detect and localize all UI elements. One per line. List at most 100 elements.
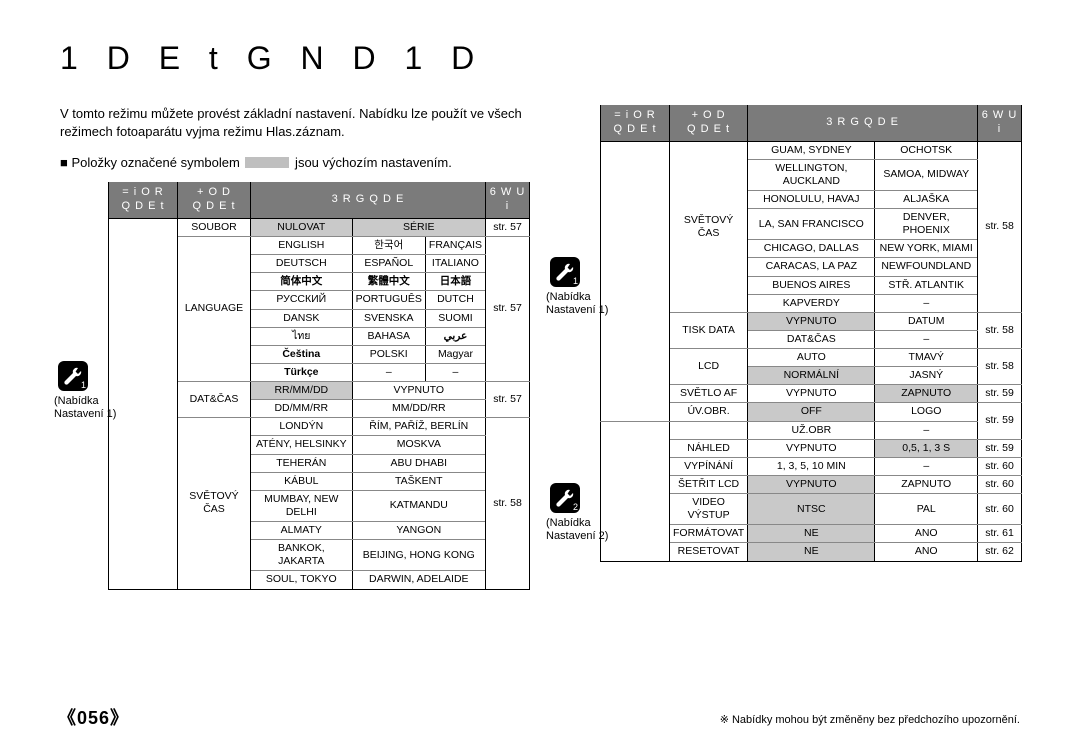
row-main: ŠETŘIT LCD bbox=[670, 475, 748, 493]
cell: TAŠKENT bbox=[352, 472, 485, 490]
left-table: = i O RQ D E t + O DQ D E t 3 R G Q D E … bbox=[108, 182, 530, 589]
cell: BEIJING, HONG KONG bbox=[352, 540, 485, 571]
page-ref: str. 61 bbox=[978, 525, 1022, 543]
cell: MM/DD/RR bbox=[352, 400, 485, 418]
page-ref: str. 60 bbox=[978, 475, 1022, 493]
cell: BUENOS AIRES bbox=[748, 276, 875, 294]
cell: MUMBAY, NEW DELHI bbox=[251, 490, 353, 521]
th-opts: 3 R G Q D E bbox=[251, 182, 486, 218]
page-ref: str. 60 bbox=[978, 457, 1022, 475]
right-caption-1: (Nabídka Nastavení 1) bbox=[546, 291, 608, 317]
cell: ATÉNY, HELSINKY bbox=[251, 436, 353, 454]
row-main: LCD bbox=[670, 349, 748, 385]
cell: BAHASA bbox=[352, 327, 425, 345]
cell: РУССКИЙ bbox=[251, 291, 353, 309]
cell: NEWFOUNDLAND bbox=[875, 258, 978, 276]
cell: OCHOTSK bbox=[875, 141, 978, 159]
cell: KÁBUL bbox=[251, 472, 353, 490]
row-main: SVĚTOVÝČAS bbox=[670, 141, 748, 312]
th-main: = i O RQ D E t bbox=[601, 105, 670, 141]
row-main: NÁHLED bbox=[670, 439, 748, 457]
cell: ITALIANO bbox=[425, 255, 485, 273]
cell: MOSKVA bbox=[352, 436, 485, 454]
cell: ALJAŠKA bbox=[875, 190, 978, 208]
page-ref: str. 58 bbox=[978, 349, 1022, 385]
row-main: SVĚTOVÝČAS bbox=[178, 418, 251, 589]
row-main: TISK DATA bbox=[670, 312, 748, 348]
cell: NTSC bbox=[748, 494, 875, 525]
cell: BANKOK, JAKARTA bbox=[251, 540, 353, 571]
cell: JASNÝ bbox=[875, 367, 978, 385]
cell: RR/MM/DD bbox=[251, 382, 353, 400]
left-caption: (Nabídka Nastavení 1) bbox=[54, 395, 116, 421]
wrench-1-icon: 1 bbox=[58, 361, 88, 391]
row-main: SOUBOR bbox=[178, 218, 251, 236]
cell: AUTO bbox=[748, 349, 875, 367]
cell: KATMANDU bbox=[352, 490, 485, 521]
cell: SOUL, TOKYO bbox=[251, 571, 353, 589]
cell: NE bbox=[748, 543, 875, 561]
cell: – bbox=[875, 457, 978, 475]
cell: NULOVAT bbox=[251, 218, 353, 236]
page-number: 《056》 bbox=[58, 704, 129, 730]
row-main: ÚV.OBR. bbox=[670, 403, 748, 421]
th-sub: + O DQ D E t bbox=[178, 182, 251, 218]
note-post: jsou výchozím nastavením. bbox=[291, 155, 451, 170]
cell: 한국어 bbox=[352, 237, 425, 255]
cell: ไทย bbox=[251, 327, 353, 345]
cell: DD/MM/RR bbox=[251, 400, 353, 418]
cell: SÉRIE bbox=[352, 218, 485, 236]
cell: LOGO bbox=[875, 403, 978, 421]
th-sub: + O DQ D E t bbox=[670, 105, 748, 141]
row-main: DAT&ČAS bbox=[178, 382, 251, 418]
cell: DENVER, PHOENIX bbox=[875, 209, 978, 240]
main-cell-2 bbox=[601, 421, 670, 561]
cap: (Nabídka bbox=[546, 517, 591, 529]
cell: VYPNUTO bbox=[748, 439, 875, 457]
cell: CHICAGO, DALLAS bbox=[748, 240, 875, 258]
cell: – bbox=[425, 363, 485, 381]
cell: WELLINGTON, AUCKLAND bbox=[748, 159, 875, 190]
page-ref: str. 57 bbox=[486, 218, 530, 236]
cell: GUAM, SYDNEY bbox=[748, 141, 875, 159]
right-table: = i O RQ D E t + O DQ D E t 3 R G Q D E … bbox=[600, 105, 1022, 562]
row-main: SVĚTLO AF bbox=[670, 385, 748, 403]
cell: POLSKI bbox=[352, 345, 425, 363]
row-main: VYPÍNÁNÍ bbox=[670, 457, 748, 475]
cell: ANO bbox=[875, 543, 978, 561]
th-opts: 3 R G Q D E bbox=[748, 105, 978, 141]
th-main: = i O RQ D E t bbox=[109, 182, 178, 218]
cell: NEW YORK, MIAMI bbox=[875, 240, 978, 258]
cell: ESPAÑOL bbox=[352, 255, 425, 273]
row-main: FORMÁTOVAT bbox=[670, 525, 748, 543]
cell: LA, SAN FRANCISCO bbox=[748, 209, 875, 240]
cell: DEUTSCH bbox=[251, 255, 353, 273]
cell: DANSK bbox=[251, 309, 353, 327]
wrench-1b-icon: 1 bbox=[550, 257, 580, 287]
cap: (Nabídka bbox=[546, 291, 591, 303]
cell: Magyar bbox=[425, 345, 485, 363]
cap: Nastavení 2) bbox=[546, 530, 608, 542]
cell: KAPVERDY bbox=[748, 294, 875, 312]
wrench-2-icon: 2 bbox=[550, 483, 580, 513]
cell: DATUM bbox=[875, 312, 978, 330]
cell: – bbox=[352, 363, 425, 381]
cell: FRANÇAIS bbox=[425, 237, 485, 255]
intro-text: V tomto režimu můžete provést základní n… bbox=[60, 105, 530, 141]
cell: – bbox=[875, 330, 978, 348]
cell: 1, 3, 5, 10 MIN bbox=[748, 457, 875, 475]
page-ref: str. 59 bbox=[978, 385, 1022, 403]
page-ref: str. 60 bbox=[978, 494, 1022, 525]
svg-text:1: 1 bbox=[573, 276, 578, 286]
cell: 0,5, 1, 3 S bbox=[875, 439, 978, 457]
cell: YANGON bbox=[352, 522, 485, 540]
left-column: V tomto režimu můžete provést základní n… bbox=[60, 105, 530, 590]
cell: 简体中文 bbox=[251, 273, 353, 291]
cell: SVENSKA bbox=[352, 309, 425, 327]
cell: HONOLULU, HAVAJ bbox=[748, 190, 875, 208]
svg-text:2: 2 bbox=[573, 502, 578, 512]
page-ref: str. 58 bbox=[978, 312, 1022, 348]
cell: TEHERÁN bbox=[251, 454, 353, 472]
page-title: 1 D E t G N D 1 D bbox=[60, 40, 1020, 77]
caption-l2: Nastavení 1) bbox=[54, 408, 116, 420]
